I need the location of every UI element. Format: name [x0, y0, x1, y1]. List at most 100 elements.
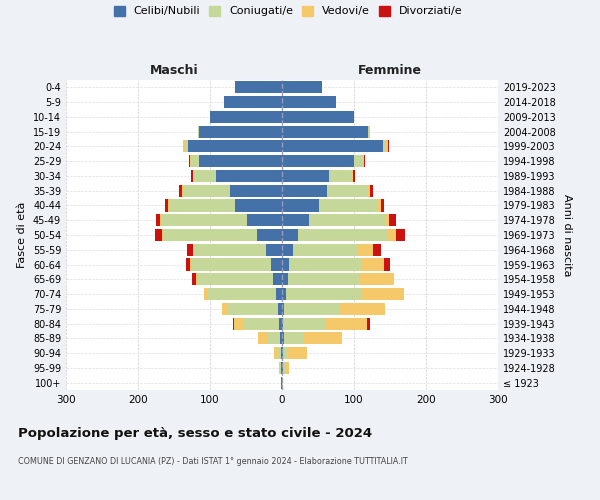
- Bar: [204, 288, 208, 300]
- Bar: [224, 96, 282, 108]
- Bar: [185, 258, 190, 270]
- Bar: [282, 362, 283, 374]
- Bar: [354, 155, 362, 167]
- Bar: [193, 170, 194, 182]
- Bar: [279, 362, 280, 374]
- Bar: [293, 244, 358, 256]
- Bar: [274, 347, 277, 359]
- Bar: [367, 318, 370, 330]
- Bar: [281, 347, 282, 359]
- Bar: [385, 214, 389, 226]
- Bar: [282, 82, 322, 94]
- Bar: [160, 214, 161, 226]
- Bar: [182, 140, 184, 152]
- Bar: [282, 244, 293, 256]
- Bar: [282, 111, 354, 123]
- Bar: [235, 200, 282, 211]
- Bar: [184, 184, 230, 197]
- Bar: [155, 229, 162, 241]
- Bar: [282, 170, 329, 182]
- Bar: [267, 332, 280, 344]
- Bar: [156, 214, 160, 226]
- Bar: [163, 229, 257, 241]
- Bar: [397, 229, 405, 241]
- Bar: [388, 140, 389, 152]
- Bar: [196, 273, 198, 285]
- Bar: [282, 184, 326, 197]
- Bar: [352, 170, 353, 182]
- Bar: [282, 214, 310, 226]
- Bar: [189, 155, 190, 167]
- Bar: [282, 155, 354, 167]
- Bar: [280, 362, 281, 374]
- Bar: [192, 155, 199, 167]
- Bar: [368, 126, 370, 138]
- Bar: [222, 303, 228, 315]
- Bar: [233, 318, 235, 330]
- Bar: [319, 200, 379, 211]
- Bar: [279, 318, 282, 330]
- Legend: Celibi/Nubili, Coniugati/e, Vedovi/e, Divorziati/e: Celibi/Nubili, Coniugati/e, Vedovi/e, Di…: [113, 6, 463, 16]
- Bar: [288, 273, 360, 285]
- Bar: [325, 318, 367, 330]
- Bar: [389, 214, 397, 226]
- Bar: [388, 229, 397, 241]
- Bar: [360, 273, 394, 285]
- Bar: [169, 200, 235, 211]
- Bar: [192, 273, 196, 285]
- Bar: [193, 244, 194, 256]
- Bar: [208, 288, 276, 300]
- Bar: [190, 155, 192, 167]
- Text: Maschi: Maschi: [149, 64, 199, 78]
- Bar: [166, 200, 167, 211]
- Bar: [373, 244, 380, 256]
- Bar: [287, 347, 307, 359]
- Bar: [281, 362, 282, 374]
- Bar: [188, 140, 282, 152]
- Bar: [198, 273, 274, 285]
- Bar: [282, 303, 284, 315]
- Bar: [286, 288, 362, 300]
- Bar: [194, 170, 216, 182]
- Bar: [368, 184, 370, 197]
- Bar: [386, 140, 388, 152]
- Bar: [283, 318, 325, 330]
- Bar: [257, 229, 282, 241]
- Bar: [179, 184, 182, 197]
- Bar: [235, 82, 282, 94]
- Bar: [340, 303, 385, 315]
- Bar: [192, 258, 271, 270]
- Text: Popolazione per età, sesso e stato civile - 2024: Popolazione per età, sesso e stato civil…: [18, 428, 372, 440]
- Bar: [187, 244, 193, 256]
- Bar: [289, 258, 361, 270]
- Bar: [370, 184, 373, 197]
- Bar: [274, 273, 282, 285]
- Bar: [362, 155, 364, 167]
- Bar: [235, 318, 243, 330]
- Text: COMUNE DI GENZANO DI LUCANIA (PZ) - Dati ISTAT 1° gennaio 2024 - Elaborazione TU: COMUNE DI GENZANO DI LUCANIA (PZ) - Dati…: [18, 458, 408, 466]
- Bar: [277, 347, 281, 359]
- Bar: [216, 170, 282, 182]
- Bar: [353, 170, 355, 182]
- Bar: [361, 258, 384, 270]
- Bar: [243, 318, 279, 330]
- Y-axis label: Fasce di età: Fasce di età: [17, 202, 27, 268]
- Bar: [198, 126, 199, 138]
- Bar: [184, 140, 185, 152]
- Bar: [282, 258, 289, 270]
- Bar: [278, 303, 282, 315]
- Bar: [162, 229, 163, 241]
- Bar: [280, 332, 282, 344]
- Bar: [230, 184, 282, 197]
- Bar: [282, 200, 319, 211]
- Bar: [326, 184, 368, 197]
- Bar: [276, 288, 282, 300]
- Bar: [284, 303, 340, 315]
- Bar: [384, 258, 390, 270]
- Bar: [358, 244, 373, 256]
- Bar: [199, 155, 282, 167]
- Bar: [167, 200, 169, 211]
- Bar: [379, 200, 382, 211]
- Bar: [282, 332, 284, 344]
- Bar: [383, 140, 386, 152]
